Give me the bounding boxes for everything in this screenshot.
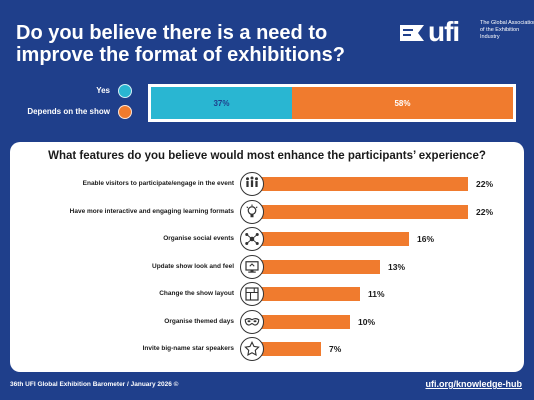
features-chart-title: What features do you believe would most … [48,150,486,162]
knowledge-hub-link[interactable]: ufi.org/knowledge-hub [425,379,523,389]
legend-label-depends: Depends on the show [27,107,110,116]
lightbulb-icon [240,199,264,224]
feature-value-label: 22% [476,179,494,189]
feature-value-label: 11% [368,289,385,299]
feature-bar [252,177,468,191]
mask-icon [240,309,264,334]
feature-bar [252,259,380,274]
feature-label: Update show look and feel [152,262,234,270]
legend-label-yes: Yes [96,86,110,95]
feature-bar [252,287,360,301]
stacked-bar: 37% 58% [148,84,516,122]
feature-label: Organise themed days [164,317,234,325]
feature-bar [252,232,409,246]
logo-wordmark: ufi [428,16,460,47]
features-panel: What features do you believe would most … [10,142,524,372]
stacked-segment-depends: 58% [292,87,513,119]
stacked-label-depends: 58% [394,98,411,108]
legend-swatch-yes [118,84,132,98]
source-footnote: 36th UFI Global Exhibition Barometer / J… [10,381,179,388]
page-title: Do you believe there is a need to improv… [16,22,345,66]
feature-label: Change the show layout [159,290,234,297]
feature-label: Organise social events [163,235,234,242]
feature-bar [252,204,468,219]
feature-value-label: 22% [476,206,494,217]
feature-bar [252,314,350,329]
feature-value-label: 13% [388,261,406,272]
legend-swatch-depends [118,105,132,119]
star-icon [240,337,264,361]
feature-label: Have more interactive and engaging learn… [69,207,234,215]
ufi-logo-mark-icon [400,25,424,41]
layout-icon [240,282,264,306]
feature-value-label: 10% [358,316,376,327]
feature-value-label: 7% [329,344,342,354]
stacked-segment-yes: 37% [151,87,292,119]
feature-bar [252,342,321,356]
stacked-label-yes: 37% [213,98,230,108]
monitor-icon [240,254,264,279]
ufi-logo: ufi The Global Association of the Exhibi… [398,16,534,52]
feature-label: Invite big-name star speakers [142,345,234,352]
network-icon [240,227,264,251]
logo-tagline: The Global Association of the Exhibition… [480,20,534,40]
people-icon [240,172,264,196]
feature-label: Enable visitors to participate/engage in… [82,180,234,187]
feature-value-label: 16% [417,234,435,244]
